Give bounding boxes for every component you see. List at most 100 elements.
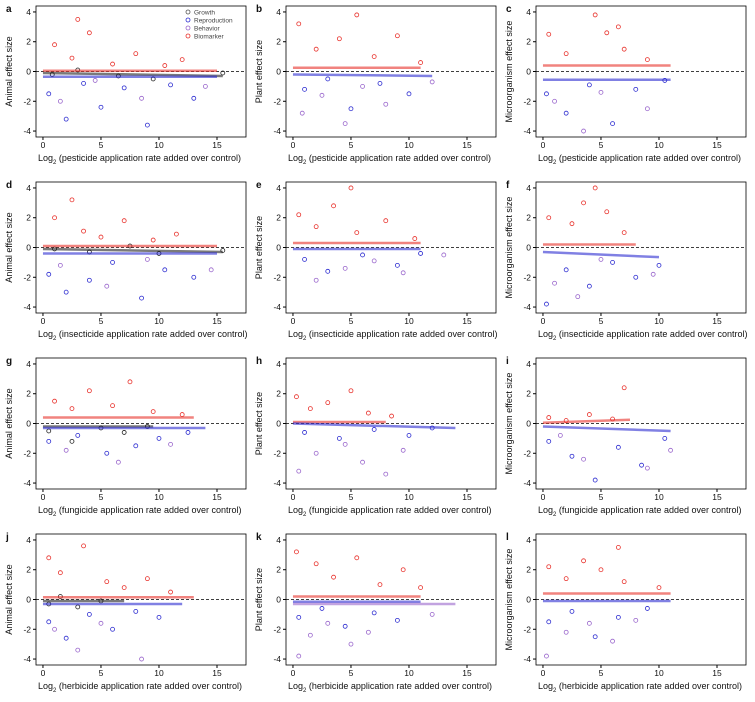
data-point	[325, 76, 331, 82]
data-point	[46, 619, 52, 625]
y-tick-label: 4	[276, 359, 281, 369]
data-point	[307, 632, 313, 638]
data-point	[52, 626, 57, 632]
data-point	[294, 549, 299, 555]
y-tick-label: -2	[523, 272, 531, 282]
x-tick-label: 15	[462, 316, 472, 326]
x-tick-label: 10	[154, 492, 164, 502]
x-axis-label: Log2 (pesticide application rate added o…	[288, 153, 491, 166]
x-axis-label-part: (pesticide application rate added over c…	[56, 153, 241, 163]
x-tick-label: 10	[404, 140, 414, 150]
data-point	[406, 91, 412, 97]
y-tick-label: -2	[273, 624, 281, 634]
y-tick-label: 0	[526, 595, 531, 605]
y-tick-label: 2	[276, 213, 281, 223]
y-axis-label: Animal effect size	[4, 388, 14, 458]
data-point	[557, 433, 563, 438]
y-tick-label: -2	[23, 96, 31, 106]
x-tick-label: 0	[291, 316, 296, 326]
data-point	[569, 221, 575, 227]
x-axis-label-part: Log	[288, 681, 303, 691]
x-axis-label-part: Log	[288, 153, 303, 163]
data-point	[110, 61, 115, 67]
data-point	[621, 230, 627, 236]
y-tick-label: -4	[273, 126, 281, 136]
data-point	[139, 95, 144, 101]
y-tick-label: 2	[276, 389, 281, 399]
data-point	[354, 230, 360, 236]
data-point	[581, 456, 586, 462]
y-tick-label: 0	[276, 419, 281, 429]
data-point	[544, 653, 549, 659]
data-point	[168, 589, 173, 595]
y-tick-label: -4	[523, 302, 531, 312]
y-tick-label: 2	[526, 389, 531, 399]
data-point	[296, 468, 302, 474]
data-point	[302, 257, 307, 262]
panel-label: i	[506, 356, 509, 367]
data-point	[121, 218, 127, 224]
trend-line	[542, 425, 671, 433]
data-point	[133, 443, 139, 449]
x-axis-label-part: (insecticide application rate added over…	[556, 329, 747, 339]
data-point	[644, 106, 650, 112]
y-tick-label: -4	[273, 478, 281, 488]
data-point	[592, 12, 598, 18]
data-point	[46, 555, 52, 561]
data-point	[604, 209, 610, 215]
data-point	[418, 251, 423, 256]
data-point	[98, 620, 104, 626]
data-point	[208, 267, 214, 273]
data-point	[598, 89, 604, 95]
data-point	[383, 471, 389, 477]
data-point	[150, 237, 156, 243]
x-axis-label: Log2 (herbicide application rate added o…	[38, 681, 242, 694]
data-point	[133, 609, 139, 614]
data-point	[57, 98, 63, 104]
x-axis-label: Log2 (fungicide application rate added o…	[288, 505, 492, 518]
y-tick-label: -4	[273, 654, 281, 664]
data-point	[63, 447, 69, 453]
panel-label: c	[506, 4, 512, 15]
x-axis-label: Log2 (insecticide application rate added…	[288, 329, 497, 342]
data-point	[121, 430, 127, 435]
x-axis-label-part: (insecticide application rate added over…	[56, 329, 247, 339]
y-tick-label: -4	[23, 126, 31, 136]
panel-label: j	[5, 532, 9, 543]
data-point	[586, 82, 592, 88]
data-point	[615, 24, 621, 30]
x-axis-label-part: (pesticide application rate added over c…	[556, 153, 741, 163]
x-axis-label-part: (fungicide application rate added over c…	[556, 505, 741, 515]
y-tick-label: 0	[26, 67, 31, 77]
data-point	[191, 274, 197, 280]
data-point	[121, 85, 127, 91]
data-point	[644, 57, 650, 62]
y-tick-label: 4	[26, 359, 31, 369]
x-axis-label: Log2 (pesticide application rate added o…	[538, 153, 741, 166]
x-axis-label-part: Log	[38, 153, 53, 163]
x-tick-label: 10	[654, 316, 664, 326]
data-point	[46, 271, 52, 277]
x-axis-label-part: Log	[288, 329, 303, 339]
x-axis-label-part: (herbicide application rate added over c…	[306, 681, 492, 691]
y-tick-label: 2	[26, 37, 31, 47]
trend-line	[542, 250, 660, 259]
data-point	[650, 271, 656, 277]
data-point	[86, 30, 92, 36]
y-tick-label: -2	[523, 448, 531, 458]
y-tick-label: -4	[523, 478, 531, 488]
data-point	[371, 610, 377, 616]
x-axis-label-part: 2	[553, 512, 557, 518]
y-tick-label: 0	[26, 595, 31, 605]
data-point	[342, 623, 348, 629]
data-point	[348, 106, 354, 112]
x-axis-label-part: 2	[53, 688, 57, 694]
data-point	[162, 267, 168, 273]
data-point	[389, 413, 394, 419]
x-axis-label-part: Log	[288, 505, 303, 515]
data-point	[348, 185, 354, 191]
